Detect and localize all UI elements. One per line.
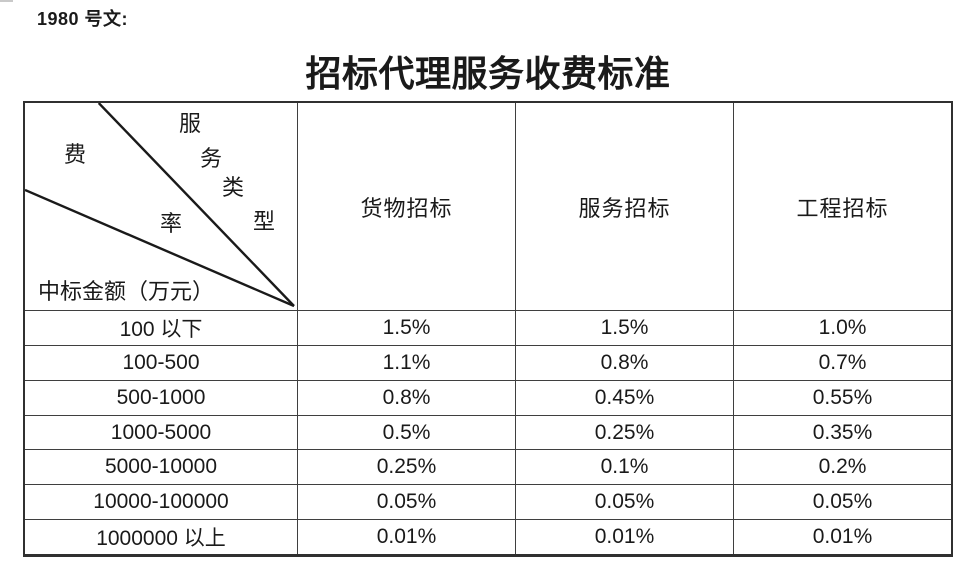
table-row: 500-1000 0.8% 0.45% 0.55% xyxy=(25,379,951,415)
diagonal-divider-lines xyxy=(25,103,295,308)
corner-label-fee-rate-char-1: 费 xyxy=(64,142,87,167)
engineering-rate-cell: 0.01% xyxy=(812,525,873,549)
table-row: 1000000 以上 0.01% 0.01% 0.01% xyxy=(25,519,951,555)
goods-rate-cell: 1.5% xyxy=(298,311,516,345)
window-edge-artifact xyxy=(0,0,13,2)
amount-range-cell: 1000000 以上 xyxy=(25,520,298,555)
corner-label-fee-rate-char-2: 率 xyxy=(160,211,183,236)
corner-label-service-type-char-3: 类 xyxy=(222,175,245,200)
services-rate-cell: 0.05% xyxy=(516,485,734,520)
table-row: 100-500 1.1% 0.8% 0.7% xyxy=(25,344,951,380)
services-rate-cell: 1.5% xyxy=(516,311,734,345)
table-body: 100 以下 1.5% 1.5% 1.0% 100-500 1.1% 0.8% … xyxy=(25,310,951,555)
amount-range-cell: 100-500 xyxy=(25,345,298,380)
amount-range-cell: 100 以下 xyxy=(25,311,298,345)
amount-range-cell: 1000-5000 xyxy=(25,415,298,450)
corner-label-service-type-char-2: 务 xyxy=(200,146,223,171)
goods-rate-cell: 0.5% xyxy=(298,415,516,450)
table-corner-cell: 服 务 类 型 费 率 中标金额（万元） xyxy=(25,103,298,310)
services-rate-cell: 0.8% xyxy=(516,345,734,380)
table-row: 5000-10000 0.25% 0.1% 0.2% xyxy=(25,449,951,485)
services-rate-cell: 0.01% xyxy=(516,520,734,555)
doc-reference: 1980 号文: xyxy=(37,9,129,29)
services-rate-cell: 0.1% xyxy=(516,450,734,485)
page-title: 招标代理服务收费标准 xyxy=(305,54,671,94)
engineering-rate-cell: 0.05% xyxy=(812,490,873,514)
fee-table: 服 务 类 型 费 率 中标金额（万元） 货物招标 服务招标 工程招标 100 … xyxy=(23,101,953,557)
table-header-row: 服 务 类 型 费 率 中标金额（万元） 货物招标 服务招标 工程招标 xyxy=(25,103,951,310)
corner-label-service-type-char-4: 型 xyxy=(253,209,276,234)
engineering-rate-cell: 0.2% xyxy=(818,455,867,479)
amount-range-cell: 500-1000 xyxy=(25,380,298,415)
corner-label-bid-amount: 中标金额（万元） xyxy=(38,279,215,304)
services-rate-cell: 0.25% xyxy=(516,415,734,450)
engineering-rate-cell: 0.7% xyxy=(818,350,867,374)
column-header-goods: 货物招标 xyxy=(298,103,516,310)
corner-label-service-type-char-1: 服 xyxy=(179,111,202,136)
amount-range-cell: 10000-100000 xyxy=(25,485,298,520)
goods-rate-cell: 0.05% xyxy=(298,485,516,520)
engineering-rate-cell: 1.0% xyxy=(818,315,867,339)
goods-rate-cell: 1.1% xyxy=(298,345,516,380)
table-row: 10000-100000 0.05% 0.05% 0.05% xyxy=(25,484,951,520)
amount-range-cell: 5000-10000 xyxy=(25,450,298,485)
goods-rate-cell: 0.8% xyxy=(298,380,516,415)
engineering-rate-cell: 0.35% xyxy=(812,420,873,444)
table-row: 1000-5000 0.5% 0.25% 0.35% xyxy=(25,414,951,450)
engineering-rate-cell: 0.55% xyxy=(812,385,873,409)
table-row: 100 以下 1.5% 1.5% 1.0% xyxy=(25,310,951,345)
column-header-services: 服务招标 xyxy=(516,103,734,310)
column-header-engineering: 工程招标 xyxy=(796,195,889,221)
goods-rate-cell: 0.25% xyxy=(298,450,516,485)
goods-rate-cell: 0.01% xyxy=(298,520,516,555)
services-rate-cell: 0.45% xyxy=(516,380,734,415)
